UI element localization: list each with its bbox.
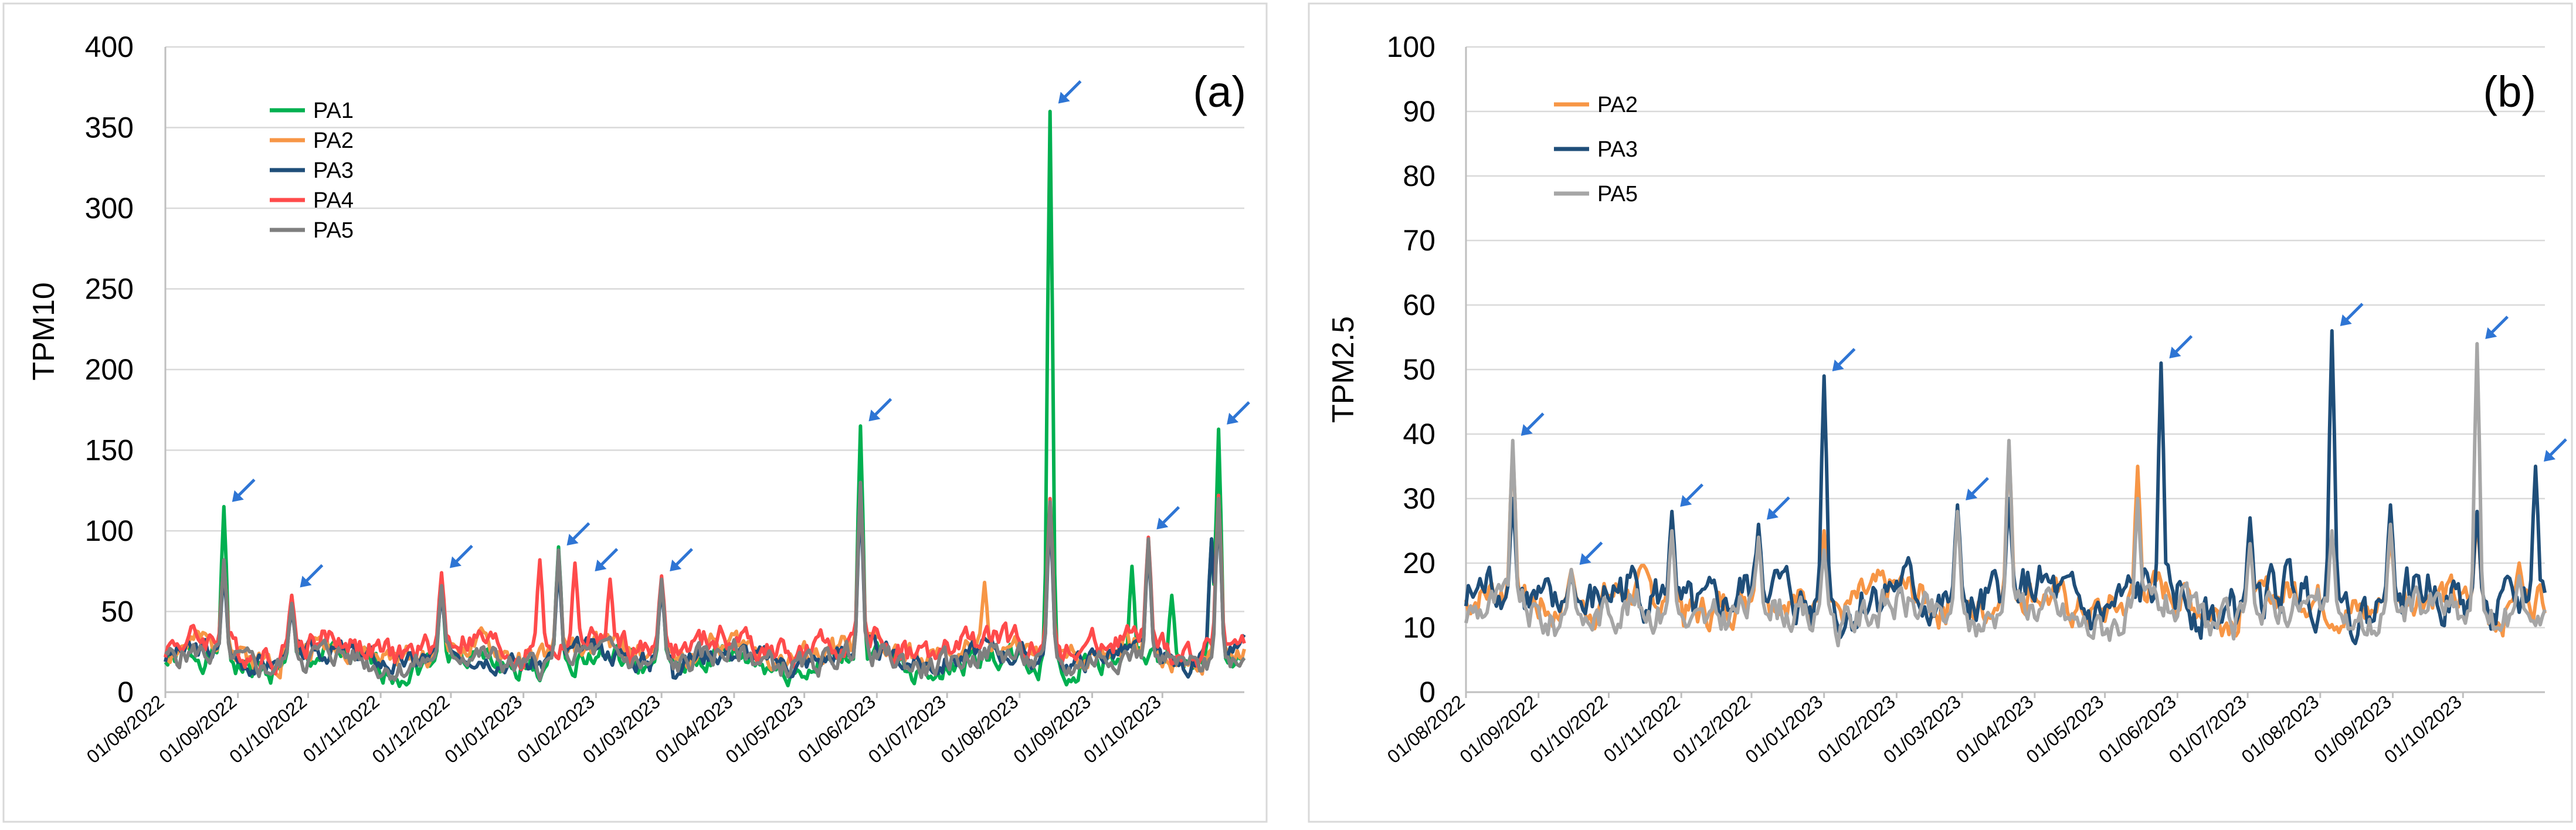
peak-arrow [2169, 335, 2193, 358]
peak-arrow [1766, 496, 1790, 520]
panel-a-y-axis-label: TPM10 [27, 282, 61, 381]
y-tick-label: 300 [85, 192, 134, 225]
legend-label: PA4 [313, 188, 354, 213]
legend-label: PA2 [313, 128, 354, 153]
peak-arrow [300, 564, 324, 588]
y-tick-label: 30 [1403, 482, 1435, 515]
legend-item-pa4: PA4 [270, 188, 354, 213]
peak-arrow [1966, 477, 1989, 500]
peak-arrow [1579, 541, 1603, 565]
panel-b-gridlines [1465, 46, 2545, 693]
panel-a-gridlines [164, 46, 1244, 693]
legend-label: PA5 [1597, 182, 1638, 206]
panel-b-annotation-arrows [1521, 303, 2567, 565]
y-tick-label: 50 [1403, 353, 1435, 386]
panel-b-label: (b) [2483, 67, 2536, 116]
peak-arrow [566, 522, 590, 546]
panel-b-frame [1308, 2, 2573, 823]
y-tick-label: 150 [85, 434, 134, 467]
panel-a-series [164, 110, 1246, 688]
peak-arrow [670, 548, 693, 571]
peak-arrow [1058, 80, 1082, 104]
series-line-pa4 [164, 484, 1246, 677]
y-tick-label: 100 [85, 514, 134, 547]
panel-b-y-tick-labels: 0 10 20 30 40 50 60 70 80 90 100 [1387, 31, 1435, 709]
peak-arrow [1680, 483, 1704, 507]
peak-arrow [232, 478, 256, 502]
y-tick-label: 90 [1403, 95, 1435, 128]
y-tick-label: 100 [1387, 31, 1435, 63]
legend-item-pa5: PA5 [1554, 182, 1638, 206]
legend-item-pa2: PA2 [1554, 93, 1638, 117]
legend-label: PA2 [1597, 93, 1638, 117]
peak-arrow [2544, 438, 2567, 462]
y-tick-label: 20 [1403, 547, 1435, 580]
legend-label: PA1 [313, 99, 354, 123]
peak-arrow [2485, 316, 2509, 339]
legend-label: PA3 [1597, 137, 1638, 162]
y-tick-label: 40 [1403, 418, 1435, 450]
y-tick-label: 50 [101, 595, 134, 628]
peak-arrow [1227, 401, 1250, 425]
panel-b-y-axis-label: TPM2.5 [1326, 316, 1360, 423]
panel-a-label: (a) [1193, 67, 1246, 116]
peak-arrow [1832, 348, 1856, 371]
y-tick-label: 200 [85, 353, 134, 386]
y-tick-label: 80 [1403, 160, 1435, 192]
panel-b-legend: PA2 PA3 PA5 [1554, 93, 1638, 206]
y-tick-label: 60 [1403, 289, 1435, 321]
y-tick-label: 400 [85, 31, 134, 63]
panel-a-frame [2, 2, 1268, 823]
panel-b-series [1464, 329, 2547, 648]
y-tick-label: 350 [85, 111, 134, 144]
peak-arrow [2340, 303, 2364, 326]
series-line-pa5 [164, 480, 1246, 682]
series-line-pa5 [1464, 342, 2547, 648]
y-tick-label: 0 [1419, 676, 1435, 709]
y-tick-label: 0 [117, 676, 134, 709]
peak-arrow [595, 548, 619, 571]
panel-a-legend: PA1 PA2 PA3 PA4 PA5 [270, 99, 354, 243]
peak-arrow [1156, 506, 1180, 530]
legend-item-pa3: PA3 [1554, 137, 1638, 162]
legend-label: PA3 [313, 158, 354, 183]
legend-item-pa2: PA2 [270, 128, 354, 153]
peak-arrow [449, 544, 473, 568]
peak-arrow [1521, 412, 1545, 436]
legend-item-pa5: PA5 [270, 218, 354, 243]
peak-arrow [868, 398, 892, 422]
panel-a-y-tick-labels: 0 50 100 150 200 250 300 350 400 [85, 31, 134, 709]
legend-label: PA5 [313, 218, 354, 243]
y-tick-label: 10 [1403, 611, 1435, 644]
legend-item-pa3: PA3 [270, 158, 354, 183]
legend-item-pa1: PA1 [270, 99, 354, 123]
panel-a-annotation-arrows [232, 80, 1250, 588]
y-tick-label: 250 [85, 273, 134, 306]
y-tick-label: 70 [1403, 224, 1435, 257]
